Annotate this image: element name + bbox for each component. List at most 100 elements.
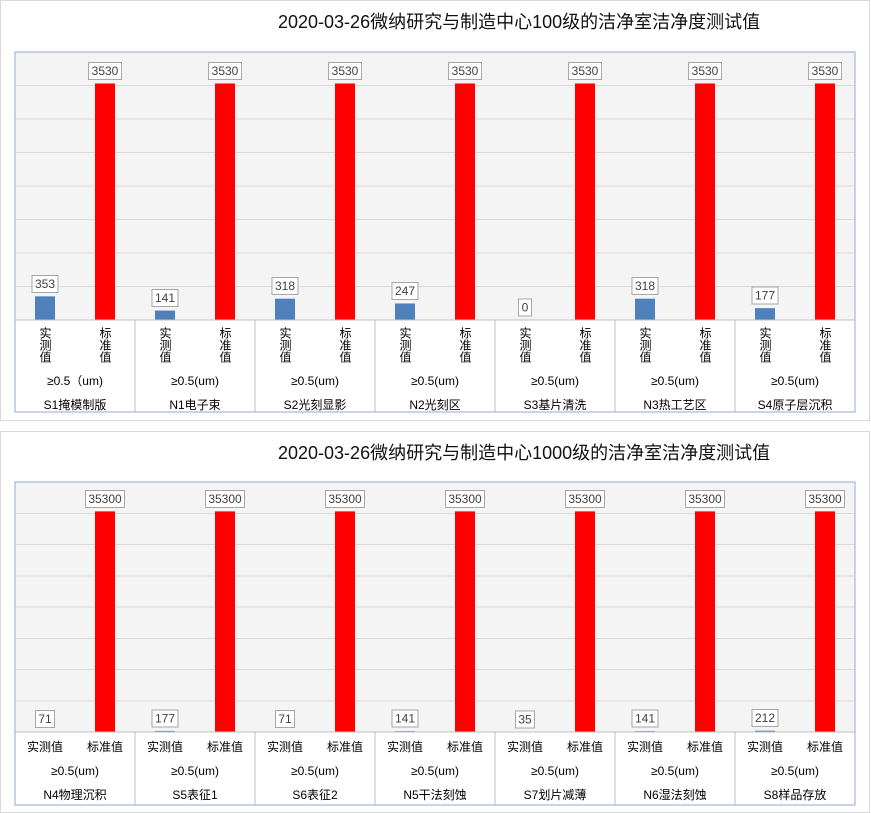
data-label-text: 3530	[812, 64, 839, 78]
data-label-box	[564, 489, 606, 508]
chart-title: 2020-03-26微纳研究与制造中心100级的洁净室洁净度测试值	[278, 12, 761, 32]
data-label: 3530	[448, 61, 482, 80]
data-label-text: 141	[635, 712, 655, 726]
data-label-text: 71	[278, 712, 292, 726]
standard-value-bar	[815, 83, 835, 321]
series-tick-label: 实测值	[387, 739, 423, 754]
particle-size-tick-label: ≥0.5(um)	[171, 374, 219, 388]
data-label: 141	[631, 709, 659, 728]
data-label-text: 3530	[452, 64, 479, 78]
data-label-box	[448, 61, 482, 80]
data-label-text: 3530	[92, 64, 119, 78]
data-label-box	[88, 61, 122, 80]
data-label-box	[271, 277, 299, 296]
data-label-box	[391, 709, 419, 728]
data-label-text: 318	[275, 279, 295, 293]
data-label-text: 71	[38, 712, 52, 726]
data-label-box	[204, 489, 246, 508]
series-tick-label: 实测值	[747, 739, 783, 754]
series-tick-label: 实测值	[627, 739, 663, 754]
category-tick-label: N1电子束	[169, 398, 220, 412]
standard-value-bar	[695, 511, 715, 732]
category-tick-label: N2光刻区	[409, 398, 460, 412]
category-tick-label: S8样品存放	[764, 787, 827, 802]
series-tick-label: 标准值	[807, 739, 843, 754]
standard-value-bar	[815, 511, 835, 732]
data-label-box	[444, 489, 486, 508]
measured-value-bar	[755, 730, 775, 732]
data-label: 35300	[204, 489, 246, 508]
data-label-box	[684, 489, 726, 508]
particle-size-tick-label: ≥0.5(um)	[531, 764, 579, 778]
particle-size-tick-label: ≥0.5(um)	[411, 374, 459, 388]
measured-value-bar	[35, 296, 55, 320]
data-label: 35300	[84, 489, 126, 508]
particle-size-tick-label: ≥0.5(um)	[771, 764, 819, 778]
standard-value-bar	[575, 511, 595, 732]
data-label: 35300	[444, 489, 486, 508]
series-tick-label: 标准值	[338, 327, 352, 364]
particle-size-tick-label: ≥0.5(um)	[291, 764, 339, 778]
series-tick-label: 标准值	[567, 739, 603, 754]
measured-value-bar	[155, 310, 175, 320]
series-tick-label: 标准值	[98, 327, 112, 364]
particle-size-tick-label: ≥0.5（um)	[47, 374, 103, 388]
data-label-box	[324, 489, 366, 508]
standard-value-bar	[215, 511, 235, 732]
data-label: 71	[34, 710, 56, 729]
data-label-box	[84, 489, 126, 508]
data-label-box	[808, 61, 842, 80]
series-tick-label: 实测值	[638, 326, 652, 364]
data-label-text: 35300	[208, 492, 242, 506]
standard-value-bar	[335, 83, 355, 321]
data-label-box	[518, 298, 532, 317]
data-label: 141	[391, 709, 419, 728]
data-label: 3530	[88, 61, 122, 80]
series-tick-label: 标准值	[447, 739, 483, 754]
data-label-text: 318	[635, 279, 655, 293]
data-label: 3530	[208, 61, 242, 80]
category-tick-label: S3基片清洗	[524, 398, 587, 412]
series-tick-label: 实测值	[398, 326, 412, 364]
data-label-text: 141	[395, 712, 415, 726]
series-tick-label: 标准值	[458, 327, 472, 364]
data-label-text: 177	[755, 289, 775, 303]
standard-value-bar	[215, 83, 235, 321]
series-tick-label: 标准值	[698, 327, 712, 364]
data-label: 353	[31, 274, 59, 293]
measured-value-bar	[635, 298, 655, 320]
data-label-text: 35300	[808, 492, 842, 506]
chart-title: 2020-03-26微纳研究与制造中心1000级的洁净室洁净度测试值	[278, 443, 771, 463]
data-label-box	[568, 61, 602, 80]
data-label-text: 35300	[568, 492, 602, 506]
series-tick-label: 实测值	[758, 326, 772, 364]
data-label: 35	[514, 710, 536, 729]
category-tick-label: N5干法刻蚀	[403, 788, 466, 802]
standard-value-bar	[575, 83, 595, 321]
series-tick-label: 实测值	[518, 326, 532, 364]
data-label-text: 35	[518, 712, 532, 726]
data-label-box	[274, 710, 296, 729]
category-tick-label: S2光刻显影	[284, 398, 347, 412]
series-tick-label: 标准值	[87, 739, 123, 754]
standard-value-bar	[95, 83, 115, 321]
measured-value-bar	[275, 298, 295, 320]
series-tick-label: 实测值	[267, 739, 303, 754]
category-tick-label: S5表征1	[172, 788, 218, 802]
data-label-text: 3530	[692, 64, 719, 78]
data-label: 35300	[684, 489, 726, 508]
data-label: 0	[518, 298, 532, 317]
data-label-box	[151, 289, 179, 308]
data-label-text: 35300	[448, 492, 482, 506]
bar-chart-class-100: 353 141 318 247 0 318 177 3530 3530 3530 3530 3530 3…	[14, 51, 856, 413]
measured-value-bar	[395, 303, 415, 320]
data-label-text: 35300	[88, 492, 122, 506]
data-label-text: 353	[35, 277, 55, 291]
category-tick-label: S6表征2	[292, 788, 338, 802]
measured-value-bar	[755, 308, 775, 320]
data-label-text: 35300	[688, 492, 722, 506]
data-label: 177	[751, 286, 779, 305]
series-tick-label: 实测值	[278, 326, 292, 364]
data-label: 212	[751, 709, 779, 728]
data-label-text: 35300	[328, 492, 362, 506]
